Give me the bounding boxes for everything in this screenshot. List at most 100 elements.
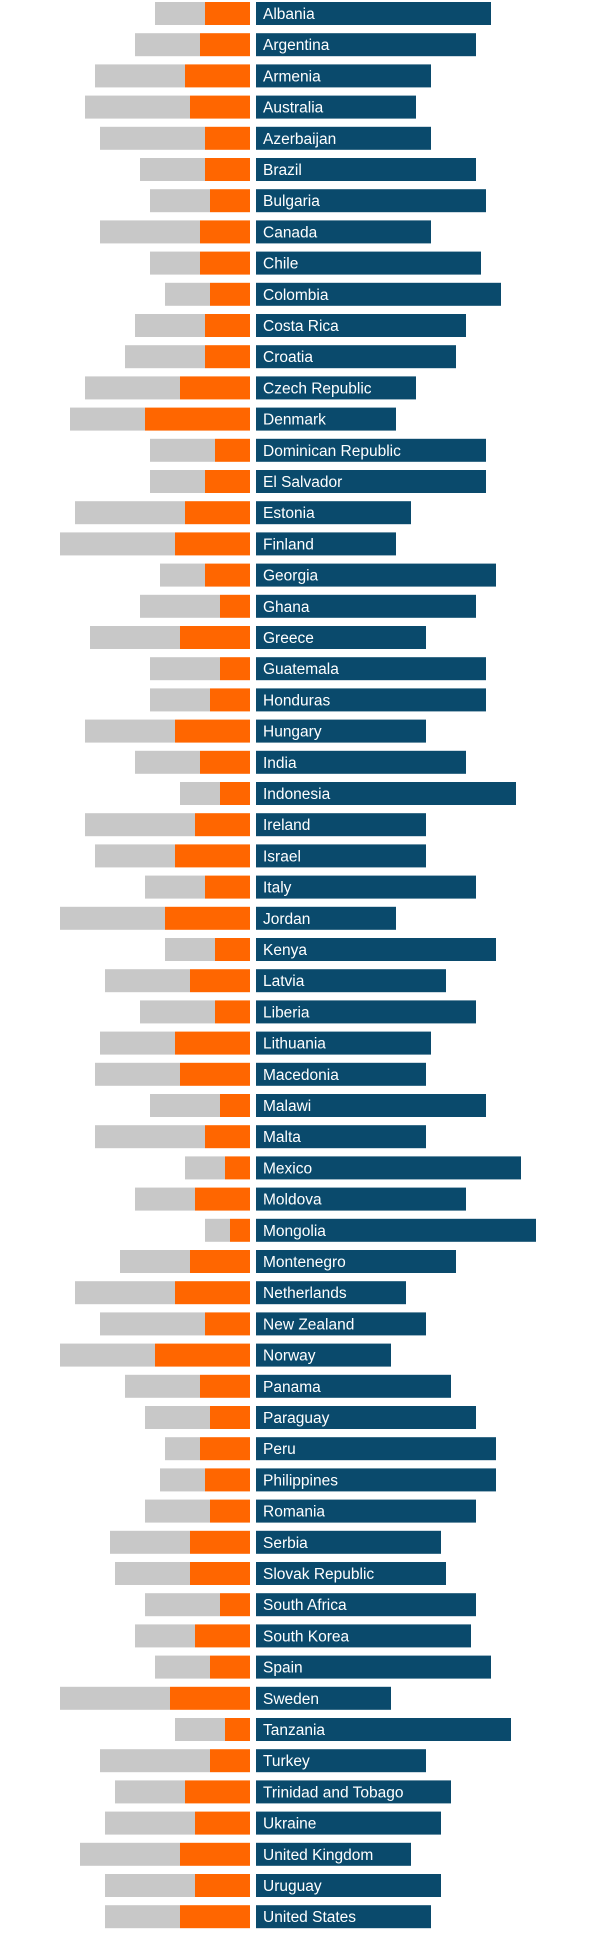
bar-grey-trinidad-and-tobago — [115, 1780, 185, 1804]
bar-grey-spain — [155, 1655, 210, 1679]
bar-blue-united-states — [256, 1905, 431, 1929]
bar-orange-chile — [200, 251, 250, 275]
bar-blue-mongolia — [256, 1218, 536, 1242]
bar-orange-honduras — [210, 688, 250, 712]
bar-orange-india — [200, 750, 250, 774]
bar-blue-hungary — [256, 719, 426, 743]
bar-orange-croatia — [205, 345, 250, 369]
bar-orange-latvia — [190, 969, 250, 993]
bar-blue-jordan — [256, 906, 396, 930]
bar-orange-jordan — [165, 906, 250, 930]
country-label-latvia: Latvia — [263, 973, 305, 990]
bar-blue-slovak-republic — [256, 1562, 446, 1585]
bar-blue-czech-republic — [256, 376, 416, 400]
country-label-uruguay: Uruguay — [263, 1878, 322, 1895]
bar-blue-romania — [256, 1499, 476, 1523]
bar-orange-brazil — [205, 158, 250, 181]
bar-blue-bulgaria — [256, 189, 486, 213]
bar-blue-dominican-republic — [256, 438, 486, 462]
bar-grey-panama — [125, 1374, 200, 1398]
bar-blue-el-salvador — [256, 470, 486, 493]
bar-grey-norway — [60, 1343, 155, 1367]
bar-grey-peru — [165, 1437, 200, 1461]
bar-blue-south-korea — [256, 1624, 471, 1648]
country-label-denmark: Denmark — [263, 412, 326, 429]
bar-blue-uruguay — [256, 1874, 441, 1897]
country-label-spain: Spain — [263, 1660, 303, 1677]
bar-grey-ukraine — [105, 1811, 195, 1835]
bar-blue-guatemala — [256, 657, 486, 681]
country-label-guatemala: Guatemala — [263, 661, 339, 678]
bar-grey-ghana — [140, 594, 220, 618]
bar-grey-honduras — [150, 688, 210, 712]
bar-orange-israel — [175, 844, 250, 868]
bar-blue-albania — [256, 2, 491, 25]
country-label-moldova: Moldova — [263, 1192, 322, 1209]
country-label-indonesia: Indonesia — [263, 786, 331, 803]
bar-blue-norway — [256, 1343, 391, 1367]
bar-orange-ukraine — [195, 1811, 250, 1835]
country-label-chile: Chile — [263, 256, 298, 273]
bar-blue-mexico — [256, 1156, 521, 1180]
bar-orange-estonia — [185, 501, 250, 525]
country-label-tanzania: Tanzania — [263, 1722, 325, 1739]
country-label-australia: Australia — [263, 100, 324, 117]
bar-orange-dominican-republic — [215, 438, 250, 462]
country-label-ukraine: Ukraine — [263, 1816, 316, 1833]
bar-orange-malta — [205, 1125, 250, 1149]
bar-orange-united-states — [180, 1905, 250, 1929]
bar-grey-mongolia — [205, 1218, 230, 1242]
country-label-jordan: Jordan — [263, 911, 310, 928]
bar-orange-indonesia — [220, 782, 250, 805]
bar-blue-chile — [256, 251, 481, 275]
bar-blue-turkey — [256, 1749, 426, 1773]
bar-orange-peru — [200, 1437, 250, 1461]
bar-orange-malawi — [220, 1094, 250, 1117]
bar-grey-kenya — [165, 938, 215, 961]
country-label-el-salvador: El Salvador — [263, 474, 342, 491]
bar-orange-spain — [210, 1655, 250, 1679]
bar-orange-bulgaria — [210, 189, 250, 213]
bar-blue-israel — [256, 844, 426, 868]
country-label-mexico: Mexico — [263, 1160, 312, 1177]
bar-grey-south-africa — [145, 1593, 220, 1617]
labels-layer: Albania Argentina Armenia Australia Azerbaij… — [263, 6, 403, 1926]
country-label-philippines: Philippines — [263, 1472, 338, 1489]
bar-blue-denmark — [256, 407, 396, 431]
bar-blue-paraguay — [256, 1406, 476, 1429]
bar-orange-azerbaijan — [205, 126, 250, 150]
bar-orange-south-africa — [220, 1593, 250, 1617]
bar-orange-united-kingdom — [180, 1842, 250, 1866]
bar-grey-brazil — [140, 158, 205, 181]
bar-blue-new-zealand — [256, 1312, 426, 1336]
country-label-honduras: Honduras — [263, 692, 330, 709]
country-label-estonia: Estonia — [263, 505, 315, 522]
country-label-montenegro: Montenegro — [263, 1254, 346, 1271]
bar-blue-trinidad-and-tobago — [256, 1780, 451, 1804]
bar-grey-united-kingdom — [80, 1842, 180, 1866]
bar-grey-georgia — [160, 563, 205, 587]
bar-grey-montenegro — [120, 1250, 190, 1273]
bar-grey-el-salvador — [150, 470, 205, 493]
bars-layer — [60, 2, 536, 1929]
country-label-paraguay: Paraguay — [263, 1410, 330, 1427]
country-label-croatia: Croatia — [263, 349, 313, 366]
bar-grey-sweden — [60, 1686, 170, 1710]
bar-orange-turkey — [210, 1749, 250, 1773]
bar-blue-ireland — [256, 813, 426, 837]
bar-blue-ukraine — [256, 1811, 441, 1835]
bar-grey-hungary — [85, 719, 175, 743]
country-label-costa-rica: Costa Rica — [263, 318, 339, 335]
country-label-greece: Greece — [263, 630, 314, 647]
bar-blue-sweden — [256, 1686, 391, 1710]
bar-grey-india — [135, 750, 200, 774]
country-label-new-zealand: New Zealand — [263, 1316, 354, 1333]
bar-grey-malta — [95, 1125, 205, 1149]
country-label-panama: Panama — [263, 1379, 321, 1396]
bar-grey-lithuania — [100, 1031, 175, 1055]
bar-grey-greece — [90, 626, 180, 649]
country-label-india: India — [263, 755, 297, 772]
bar-grey-dominican-republic — [150, 438, 215, 462]
bar-blue-montenegro — [256, 1250, 456, 1273]
bar-orange-ghana — [220, 594, 250, 618]
